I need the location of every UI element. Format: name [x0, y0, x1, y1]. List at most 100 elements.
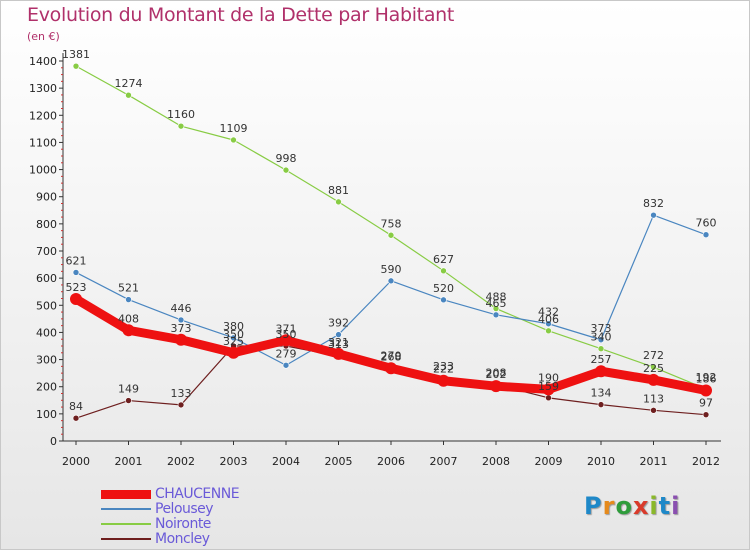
- data-point: [597, 401, 605, 408]
- data-point: [282, 166, 290, 174]
- data-label: 758: [381, 217, 402, 230]
- data-point: [125, 91, 132, 99]
- data-point: [280, 334, 292, 347]
- legend-label: Moncley: [155, 531, 210, 547]
- data-point: [125, 397, 132, 404]
- data-label: 881: [328, 184, 349, 197]
- data-label: 380: [223, 320, 244, 333]
- x-tick-label: 2003: [220, 455, 248, 468]
- data-label: 208: [486, 367, 507, 380]
- y-tick-label: 300: [36, 354, 57, 367]
- data-point: [702, 411, 710, 418]
- legend-label: CHAUCENNE: [155, 486, 240, 502]
- y-tick-label: 1400: [29, 55, 57, 68]
- data-label: 321: [328, 336, 349, 349]
- x-tick-label: 2008: [482, 455, 510, 468]
- data-label: 523: [66, 281, 87, 294]
- data-label: 627: [433, 253, 454, 266]
- y-tick-label: 0: [50, 435, 57, 448]
- data-label: 373: [591, 322, 612, 335]
- data-label: 313: [328, 338, 349, 351]
- data-label: 84: [69, 400, 83, 413]
- legend-label: Noironte: [155, 516, 211, 532]
- data-point: [332, 347, 345, 360]
- legend-label: Pelousey: [155, 501, 214, 517]
- data-point: [437, 374, 450, 387]
- x-tick-label: 2010: [587, 455, 615, 468]
- data-label: 432: [538, 306, 559, 319]
- legend-swatch: [101, 489, 151, 499]
- x-tick-label: 2005: [325, 455, 353, 468]
- logo-letter: o: [615, 492, 633, 520]
- logo-letter: t: [658, 492, 672, 520]
- data-point: [335, 198, 342, 206]
- data-point: [597, 345, 605, 353]
- data-label: 488: [486, 291, 507, 304]
- data-point: [230, 334, 237, 342]
- data-label: 350: [276, 328, 297, 341]
- legend-item-moncley: Moncley: [101, 532, 210, 546]
- data-point: [175, 333, 187, 346]
- logo-letter: P: [584, 492, 603, 520]
- data-point: [177, 122, 185, 130]
- y-tick-label: 600: [36, 272, 57, 285]
- legend-swatch: [101, 523, 151, 525]
- data-label: 268: [381, 350, 402, 363]
- legend-item-noironte: Noironte: [101, 517, 211, 531]
- data-point: [282, 361, 290, 369]
- logo-letter: i: [671, 492, 681, 520]
- x-tick-label: 2001: [115, 455, 143, 468]
- proxiti-logo: Proxiti: [584, 492, 680, 520]
- data-label: 190: [538, 371, 559, 384]
- data-point: [650, 363, 657, 371]
- data-point: [72, 62, 80, 70]
- data-label: 832: [643, 197, 664, 210]
- data-label: 225: [643, 362, 664, 375]
- data-point: [597, 336, 605, 344]
- data-label: 590: [381, 263, 402, 276]
- data-label: 272: [643, 349, 664, 362]
- data-label: 149: [118, 383, 139, 396]
- data-label: 270: [381, 350, 402, 363]
- y-tick-label: 1100: [29, 136, 57, 149]
- y-tick-label: 400: [36, 326, 57, 339]
- data-point: [650, 211, 657, 219]
- data-label: 134: [591, 387, 612, 400]
- data-label: 1109: [220, 122, 248, 135]
- data-point: [702, 231, 710, 239]
- data-point: [70, 293, 82, 306]
- data-label: 1381: [62, 48, 90, 61]
- data-point: [542, 383, 555, 396]
- data-label: 97: [699, 397, 713, 410]
- logo-letter: i: [649, 492, 659, 520]
- chart-unit: (en €): [27, 30, 60, 43]
- x-tick-label: 2006: [377, 455, 405, 468]
- data-point: [387, 231, 395, 239]
- x-tick-label: 2004: [272, 455, 300, 468]
- data-point: [647, 373, 660, 386]
- data-point: [545, 394, 552, 402]
- x-tick-label: 2011: [640, 455, 668, 468]
- data-point: [227, 346, 240, 359]
- data-label: 186: [696, 373, 717, 386]
- data-point: [490, 380, 502, 393]
- x-tick-label: 2002: [167, 455, 195, 468]
- x-tick-label: 2007: [430, 455, 458, 468]
- data-point: [122, 324, 135, 337]
- data-label: 222: [433, 363, 454, 376]
- logo-letter: x: [632, 492, 650, 520]
- data-label: 113: [643, 392, 664, 405]
- data-label: 233: [433, 360, 454, 373]
- data-label: 257: [591, 353, 612, 366]
- y-tick-label: 900: [36, 191, 57, 204]
- data-point: [177, 316, 185, 324]
- legend-swatch: [101, 508, 151, 510]
- y-tick-label: 100: [36, 408, 57, 421]
- data-label: 1160: [167, 108, 195, 121]
- data-label: 621: [66, 254, 87, 267]
- data-label: 133: [171, 387, 192, 400]
- legend-swatch: [101, 538, 151, 540]
- data-label: 446: [171, 302, 192, 315]
